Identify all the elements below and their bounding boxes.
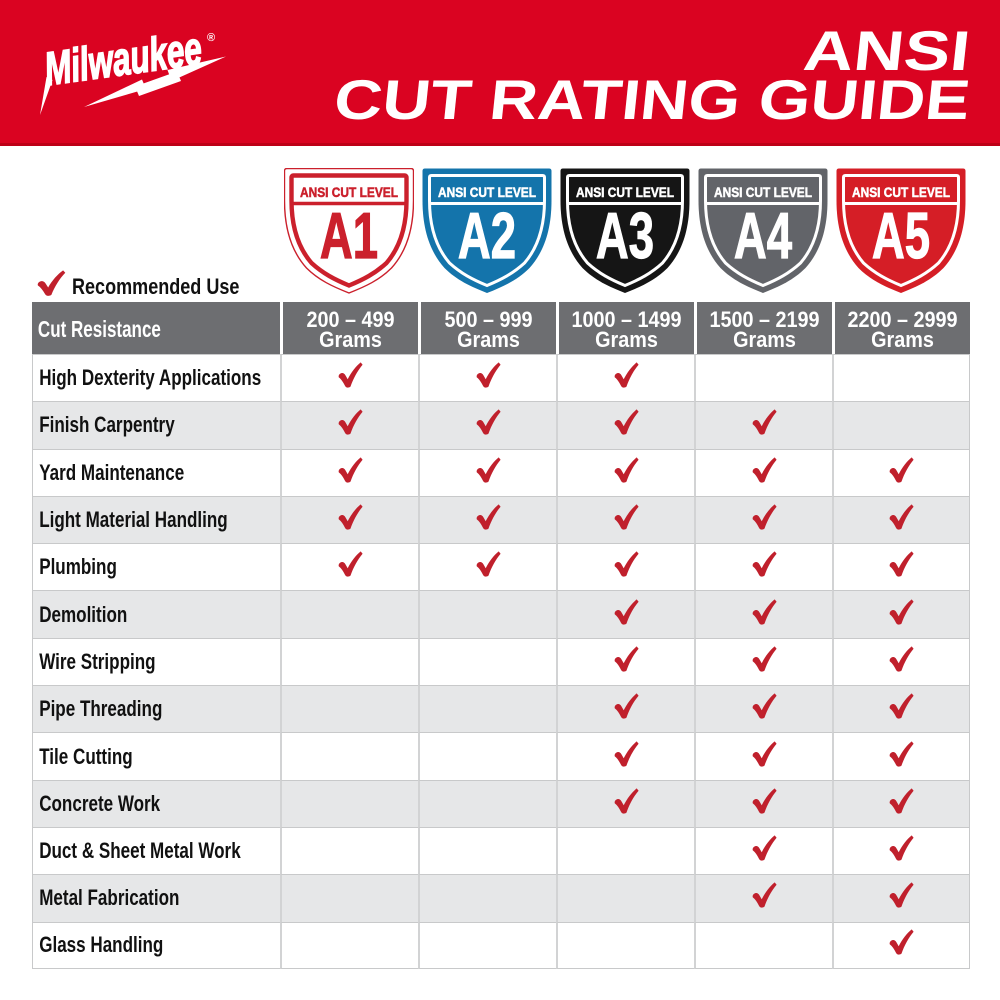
svg-text:A1: A1 <box>320 199 378 272</box>
svg-text:A2: A2 <box>458 199 516 272</box>
svg-text:®: ® <box>207 32 215 44</box>
svg-text:A5: A5 <box>872 199 930 272</box>
svg-text:ANSI CUT LEVEL: ANSI CUT LEVEL <box>300 185 398 200</box>
svg-text:A4: A4 <box>734 199 792 272</box>
svg-text:ANSI CUT LEVEL: ANSI CUT LEVEL <box>576 185 674 200</box>
svg-text:ANSI CUT LEVEL: ANSI CUT LEVEL <box>714 185 812 200</box>
svg-text:ANSI CUT LEVEL: ANSI CUT LEVEL <box>852 185 950 200</box>
svg-text:ANSI CUT LEVEL: ANSI CUT LEVEL <box>438 185 536 200</box>
svg-text:A3: A3 <box>596 199 654 272</box>
svg-text:Milwaukee: Milwaukee <box>41 21 205 95</box>
